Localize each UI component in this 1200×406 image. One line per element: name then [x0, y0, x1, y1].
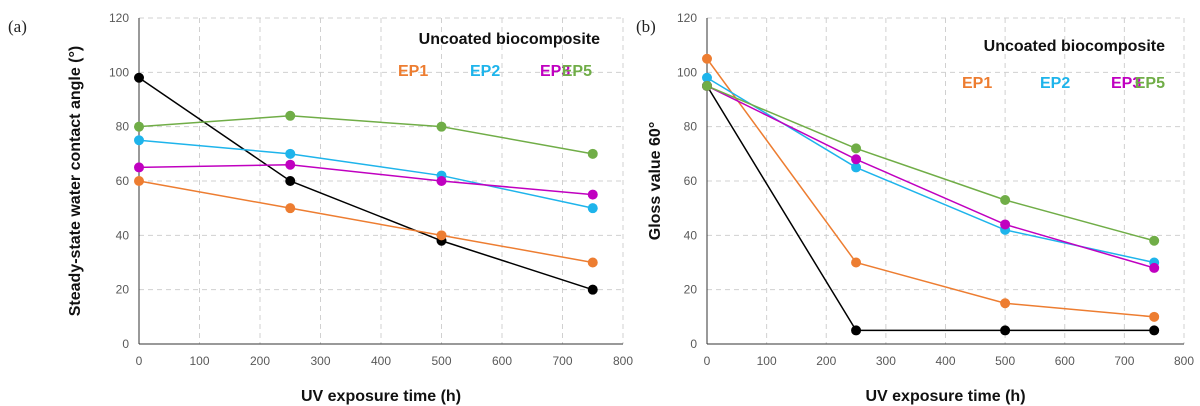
panel-a: (a) 0 20 40 60 80 100 120 0 100 200 300 400 500 600 700… — [8, 11, 633, 405]
series-line — [706, 58, 1155, 318]
data-point — [436, 121, 447, 132]
y-axis-title: Steady-state water contact angle (°) — [67, 46, 84, 316]
x-tick-label: 700 — [552, 354, 572, 368]
data-point — [134, 72, 144, 83]
x-tick-label: 100 — [189, 354, 209, 368]
x-tick-label: 800 — [613, 354, 633, 368]
series-line — [706, 85, 1155, 269]
data-point — [285, 203, 296, 214]
legend-entry: EP1 — [962, 75, 992, 92]
data-point — [702, 72, 712, 83]
y-tick-label: 80 — [116, 120, 130, 134]
data-point — [436, 176, 447, 186]
y-tick-label: 120 — [677, 11, 697, 25]
data-point — [285, 159, 296, 170]
y-tick-label: 120 — [109, 11, 129, 25]
y-tick-label: 80 — [684, 120, 698, 134]
y-tick-label: 40 — [684, 228, 698, 242]
legend-entry: EP1 — [398, 63, 428, 80]
x-tick-label: 300 — [876, 354, 896, 368]
data-point — [436, 230, 447, 241]
x-tick-label: 600 — [492, 354, 512, 368]
data-point — [134, 176, 144, 186]
data-point — [851, 257, 862, 268]
data-point — [851, 154, 862, 165]
x-tick-label: 500 — [431, 354, 451, 368]
series-line — [138, 139, 593, 209]
series-line — [138, 163, 593, 196]
x-tick-label: 200 — [250, 354, 270, 368]
data-point — [134, 135, 144, 146]
data-point — [1000, 325, 1011, 336]
x-axis-title: UV exposure time (h) — [301, 388, 461, 405]
x-tick-label: 100 — [757, 354, 777, 368]
data-point — [587, 203, 598, 214]
data-point — [702, 53, 712, 64]
legend-entry: EP3 — [1111, 75, 1141, 92]
data-point — [1000, 298, 1011, 309]
series-line — [138, 77, 593, 291]
y-tick-label: 0 — [690, 337, 697, 351]
x-axis-title: UV exposure time (h) — [865, 388, 1025, 405]
data-point — [285, 110, 296, 121]
data-point — [587, 148, 598, 159]
legend-entry: EP2 — [1040, 75, 1070, 92]
legend-entry: EP5 — [1135, 75, 1165, 92]
x-tick-label: 200 — [816, 354, 836, 368]
y-tick-label: 100 — [109, 65, 129, 79]
y-tick-label: 100 — [677, 65, 697, 79]
series-line — [138, 180, 593, 264]
series-line — [706, 77, 1155, 264]
panel-label: (a) — [8, 17, 27, 36]
series-line — [706, 85, 1155, 332]
panel-b: (b) 0 20 40 60 80 100 120 0 100 200 300 400 500 600 700… — [636, 11, 1194, 405]
legend-entry: EP3 — [540, 63, 570, 80]
x-tick-label: 800 — [1174, 354, 1194, 368]
data-point — [1000, 195, 1011, 206]
data-point — [587, 284, 598, 295]
data-point — [285, 148, 296, 159]
series-line — [706, 85, 1155, 242]
y-tick-label: 40 — [116, 228, 130, 242]
x-tick-label: 0 — [704, 354, 711, 368]
data-point — [1149, 262, 1160, 273]
data-point — [1149, 325, 1160, 336]
data-point — [134, 121, 144, 132]
data-point — [134, 162, 144, 173]
data-point — [285, 176, 296, 186]
data-point — [851, 162, 862, 173]
y-tick-label: 60 — [684, 174, 698, 188]
legend-entry-uncoated: Uncoated biocomposite — [984, 38, 1165, 55]
series-line — [138, 115, 593, 155]
y-tick-label: 20 — [116, 283, 130, 297]
data-point — [1149, 235, 1160, 246]
data-point — [1000, 219, 1011, 230]
legend-entry: EP5 — [562, 63, 592, 80]
x-tick-label: 700 — [1114, 354, 1134, 368]
data-point — [587, 189, 598, 200]
y-tick-label: 20 — [684, 283, 698, 297]
data-point — [702, 80, 712, 91]
x-tick-label: 600 — [1055, 354, 1075, 368]
x-tick-label: 400 — [935, 354, 955, 368]
legend-entry: EP2 — [470, 63, 500, 80]
x-tick-label: 300 — [310, 354, 330, 368]
legend-entry-uncoated: Uncoated biocomposite — [419, 31, 600, 48]
data-point — [1149, 311, 1160, 322]
x-tick-label: 400 — [371, 354, 391, 368]
y-axis-title: Gloss value 60° — [647, 122, 664, 240]
data-point — [851, 325, 862, 336]
data-point — [587, 257, 598, 268]
y-tick-label: 0 — [122, 337, 129, 351]
data-point — [851, 143, 862, 154]
y-tick-label: 60 — [116, 174, 130, 188]
panel-label: (b) — [636, 17, 656, 36]
x-tick-label: 0 — [136, 354, 143, 368]
x-tick-label: 500 — [995, 354, 1015, 368]
